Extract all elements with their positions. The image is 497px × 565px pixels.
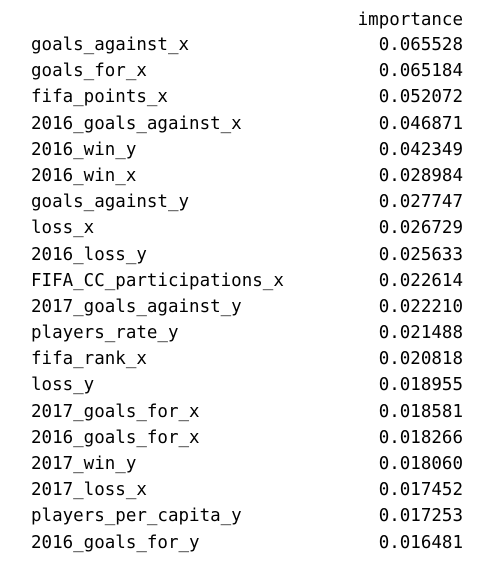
importance-value: 0.065184 (378, 61, 463, 82)
feature-name: loss_x (31, 218, 95, 239)
table-row: fifa_points_x 0.052072 (31, 84, 463, 110)
table-row: players_per_capita_y 0.017253 (31, 503, 463, 529)
table-row: 2017_win_y 0.018060 (31, 451, 463, 477)
feature-name: 2016_win_x (31, 165, 137, 186)
feature-name: loss_y (31, 375, 95, 396)
feature-name: goals_against_x (31, 35, 190, 55)
table-row: 2017_goals_against_y 0.022210 (31, 294, 463, 320)
importance-value: 0.018060 (378, 454, 463, 474)
importance-table: importance goals_against_x 0.065528 goals_… (31, 8, 463, 556)
importance-value: 0.052072 (378, 87, 463, 108)
feature-name: players_per_capita_y (31, 506, 242, 527)
importance-value: 0.018266 (378, 427, 463, 448)
importance-value: 0.020818 (378, 349, 463, 370)
importance-value: 0.018581 (378, 401, 463, 422)
feature-name: 2017_goals_for_x (31, 401, 200, 422)
importance-value: 0.017452 (378, 480, 463, 501)
importance-value: 0.046871 (378, 113, 463, 134)
table-row: loss_y 0.018955 (31, 372, 463, 398)
feature-name: 2016_loss_y (31, 244, 147, 265)
table-row: 2017_goals_for_x 0.018581 (31, 399, 463, 425)
table-row: loss_x 0.026729 (31, 215, 463, 241)
feature-name: 2016_goals_for_x (31, 427, 200, 448)
importance-value: 0.017253 (378, 506, 463, 527)
feature-name: 2017_goals_against_y (31, 296, 242, 317)
feature-name: goals_for_x (31, 61, 147, 82)
table-row: 2016_loss_y 0.025633 (31, 242, 463, 268)
column-header-importance: importance (357, 10, 463, 30)
table-row: 2016_win_y 0.042349 (31, 137, 463, 163)
importance-value: 0.027747 (378, 192, 463, 213)
feature-name: 2016_goals_for_y (31, 532, 200, 553)
feature-name: 2017_loss_x (31, 480, 147, 501)
importance-value: 0.028984 (378, 165, 463, 186)
table-row: 2016_goals_for_x 0.018266 (31, 425, 463, 451)
feature-name: fifa_rank_x (31, 349, 147, 370)
feature-name: goals_against_y (31, 192, 190, 213)
table-body: goals_against_x 0.065528 goals_for_x 0.0651… (31, 32, 463, 556)
table-row: 2016_win_x 0.028984 (31, 163, 463, 189)
importance-value: 0.065528 (378, 35, 463, 55)
importance-value: 0.025633 (378, 244, 463, 265)
importance-value: 0.021488 (378, 323, 463, 344)
table-row: 2016_goals_against_x 0.046871 (31, 111, 463, 137)
table-row: 2016_goals_for_y 0.016481 (31, 530, 463, 556)
feature-name: 2017_win_y (31, 454, 137, 474)
importance-value: 0.018955 (378, 375, 463, 396)
table-row: goals_for_x 0.065184 (31, 58, 463, 84)
feature-name: 2016_win_y (31, 139, 137, 160)
table-row: goals_against_y 0.027747 (31, 189, 463, 215)
importance-value: 0.026729 (378, 218, 463, 239)
table-row: FIFA_CC_participations_x 0.022614 (31, 268, 463, 294)
table-row: goals_against_x 0.065528 (31, 32, 463, 58)
table-row: 2017_loss_x 0.017452 (31, 477, 463, 503)
importance-value: 0.022210 (378, 296, 463, 317)
feature-name: fifa_points_x (31, 87, 168, 108)
feature-name: players_rate_y (31, 323, 179, 344)
table-row: fifa_rank_x 0.020818 (31, 346, 463, 372)
importance-value: 0.016481 (378, 532, 463, 553)
importance-value: 0.042349 (378, 139, 463, 160)
importance-value: 0.022614 (378, 270, 463, 291)
feature-name: 2016_goals_against_x (31, 113, 242, 134)
feature-name: FIFA_CC_participations_x (31, 270, 284, 291)
table-row: players_rate_y 0.021488 (31, 320, 463, 346)
